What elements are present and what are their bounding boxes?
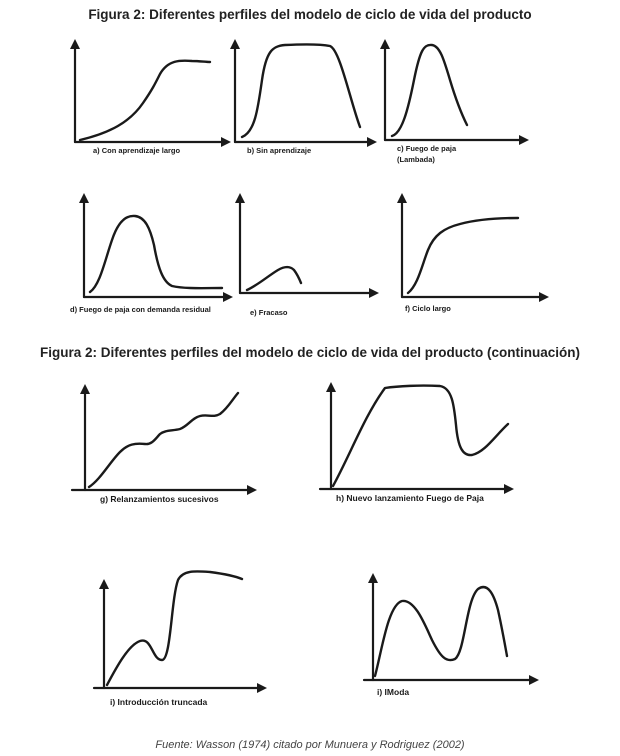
panel-e-y-arrowhead — [235, 193, 245, 203]
panel-c-curve — [390, 43, 469, 138]
panel-j: i) IModa — [362, 573, 539, 697]
panel-f-curve — [406, 216, 520, 295]
panel-b: b) Sin aprendizaje — [230, 39, 377, 155]
panel-h-caption: h) Nuevo lanzamiento Fuego de Paja — [336, 493, 484, 503]
panel-a: a) Con aprendizaje largo — [70, 39, 231, 155]
panel-d-y-arrowhead — [79, 193, 89, 203]
panel-c-x-arrowhead — [519, 135, 529, 145]
panel-i-y-arrowhead — [99, 579, 109, 589]
panel-i-caption: i) Introducción truncada — [110, 697, 208, 707]
panel-i-x-arrowhead — [257, 683, 267, 693]
panel-g-y-arrowhead — [80, 384, 90, 394]
panel-j-x-arrowhead — [529, 675, 539, 685]
panel-b-x-arrowhead — [367, 137, 377, 147]
panel-d: d) Fuego de paja con demanda residual — [70, 193, 233, 314]
panel-c-y-arrowhead — [380, 39, 390, 49]
panel-h: h) Nuevo lanzamiento Fuego de Paja — [318, 382, 514, 503]
panel-c-caption-line1: c) Fuego de paja — [397, 144, 457, 153]
panel-j-curve — [373, 586, 509, 678]
panel-g: g) Relanzamientos sucesivos — [70, 384, 257, 504]
panel-h-curve — [331, 384, 510, 488]
panel-d-caption: d) Fuego de paja con demanda residual — [70, 305, 211, 314]
panel-e-x-arrowhead — [369, 288, 379, 298]
panel-b-curve — [240, 43, 362, 139]
panel-d-x-arrowhead — [223, 292, 233, 302]
panel-d-curve — [88, 214, 224, 294]
panel-g-x-arrowhead — [247, 485, 257, 495]
panel-j-y-arrowhead — [368, 573, 378, 583]
panel-e-curve — [245, 265, 303, 292]
panel-c: c) Fuego de paja (Lambada) — [380, 39, 529, 164]
panel-j-caption: i) IModa — [377, 687, 409, 697]
panel-e-caption: e) Fracaso — [250, 308, 288, 317]
panel-f-caption: f) Ciclo largo — [405, 304, 451, 313]
source-note: Fuente: Wasson (1974) citado por Munuera… — [155, 739, 465, 751]
panel-e: e) Fracaso — [235, 193, 379, 317]
panel-i-curve — [105, 570, 244, 687]
panel-g-curve — [87, 391, 240, 489]
figure-title-2: Figura 2: Diferentes perfiles del modelo… — [39, 345, 581, 360]
panel-f: f) Ciclo largo — [397, 193, 549, 313]
panel-i: i) Introducción truncada — [92, 570, 267, 707]
panel-g-caption: g) Relanzamientos sucesivos — [100, 494, 219, 504]
figure-title-1: Figura 2: Diferentes perfiles del modelo… — [88, 7, 532, 22]
panel-a-curve — [78, 59, 212, 142]
panel-a-y-arrowhead — [70, 39, 80, 49]
panel-f-x-arrowhead — [539, 292, 549, 302]
panel-h-y-arrowhead — [326, 382, 336, 392]
panel-b-caption: b) Sin aprendizaje — [247, 146, 311, 155]
panel-c-caption-line2: (Lambada) — [397, 155, 435, 164]
panel-a-caption: a) Con aprendizaje largo — [93, 146, 181, 155]
panel-h-x-arrowhead — [504, 484, 514, 494]
panel-a-x-arrowhead — [221, 137, 231, 147]
panel-f-y-arrowhead — [397, 193, 407, 203]
panel-b-y-arrowhead — [230, 39, 240, 49]
